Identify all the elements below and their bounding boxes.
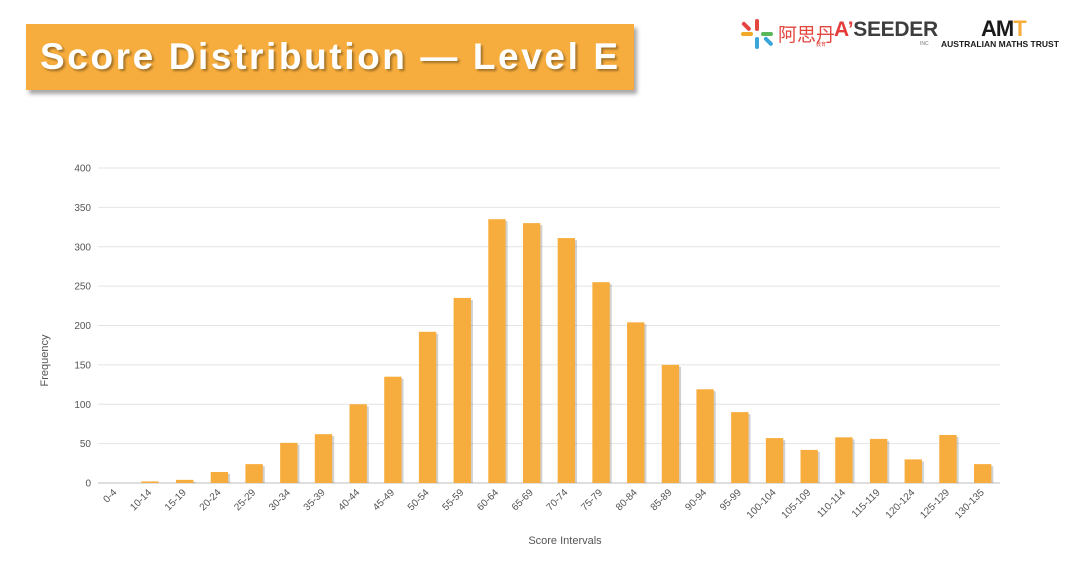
ais-pinwheel-icon (741, 19, 773, 49)
ais-logo: 阿思丹 教育 (738, 14, 835, 54)
y-tick-label: 300 (74, 242, 91, 253)
bar (314, 434, 333, 483)
bar (731, 412, 749, 483)
x-tick-label: 115-119 (850, 487, 883, 520)
bar (141, 481, 159, 483)
bar (557, 238, 576, 483)
aseeder-logo-accent: A’ (834, 18, 854, 41)
x-tick-label: 95-99 (718, 487, 744, 513)
y-tick-label: 100 (74, 400, 91, 411)
bar (765, 438, 784, 483)
x-tick-label: 55-59 (441, 487, 467, 513)
x-tick-label: 50-54 (406, 487, 432, 513)
bar (349, 404, 367, 483)
x-tick-label: 70-74 (545, 487, 571, 513)
bar (869, 438, 888, 483)
x-tick-label: 0-4 (101, 487, 119, 505)
y-tick-label: 0 (85, 479, 91, 490)
x-tick-label: 90-94 (683, 487, 709, 513)
sponsor-logos: 阿思丹 教育 A’SEEDER INC AMT AUSTRALIAN MATHS… (738, 14, 1073, 54)
bar (800, 449, 818, 483)
bar (904, 459, 922, 483)
bar (939, 434, 957, 483)
y-tick-label: 150 (74, 360, 91, 371)
bar (453, 297, 471, 483)
bar (696, 389, 714, 483)
bar (973, 464, 992, 483)
aseeder-logo-text: SEEDER (853, 18, 938, 41)
x-tick-label: 30-34 (267, 487, 293, 513)
bar (627, 322, 645, 483)
bar (835, 437, 853, 483)
x-axis-title: Score Intervals (528, 535, 602, 547)
y-axis-title: Frequency (39, 334, 51, 386)
x-tick-label: 25-29 (232, 487, 258, 513)
x-tick-label: 40-44 (336, 487, 362, 513)
x-tick-label: 130-135 (953, 487, 987, 521)
x-tick-label: 35-39 (302, 487, 328, 513)
bar (245, 464, 263, 483)
y-tick-label: 350 (74, 203, 91, 214)
x-tick-label: 20-24 (198, 487, 224, 513)
slide-title: Score Distribution — Level E (40, 36, 621, 77)
x-tick-label: 100-104 (745, 487, 779, 521)
aseeder-logo-subtext: INC (920, 41, 929, 47)
amt-logo-text: AUSTRALIAN MATHS TRUST (941, 39, 1059, 49)
amt-logo-mark-am: AM (981, 16, 1014, 41)
bar (661, 364, 680, 483)
x-tick-label: 85-89 (649, 487, 675, 513)
bar (418, 331, 437, 483)
y-tick-label: 200 (74, 321, 91, 332)
x-tick-label: 110-114 (815, 487, 848, 520)
x-tick-label: 105-109 (780, 487, 814, 521)
ais-logo-subtext: 教育 (816, 42, 827, 48)
x-tick-label: 65-69 (510, 487, 536, 513)
x-tick-label: 125-129 (918, 487, 952, 521)
y-tick-label: 250 (74, 282, 91, 293)
bar (210, 471, 229, 483)
y-tick-label: 50 (80, 439, 92, 450)
bar (384, 376, 402, 483)
bar (522, 223, 541, 483)
x-tick-label: 80-84 (614, 487, 640, 513)
x-tick-label: 120-124 (884, 487, 918, 521)
x-tick-label: 15-19 (163, 487, 189, 513)
aseeder-logo: A’SEEDER (834, 18, 938, 42)
title-banner: Score Distribution — Level E (26, 24, 634, 90)
bar (176, 479, 194, 483)
x-tick-label: 60-64 (475, 487, 501, 513)
x-tick-label: 45-49 (371, 487, 397, 513)
ais-logo-text: 阿思丹 (778, 25, 836, 46)
bar (280, 442, 298, 483)
bar (488, 219, 506, 483)
amt-logo-mark-t: T (1013, 16, 1026, 41)
bar (592, 282, 610, 483)
amt-logo-mark: AMT (981, 16, 1027, 42)
x-tick-label: 10-14 (128, 487, 154, 513)
amt-logo: AMT AUSTRALIAN MATHS TRUST (941, 16, 1073, 52)
y-tick-label: 400 (74, 164, 91, 175)
x-tick-label: 75-79 (579, 487, 605, 513)
